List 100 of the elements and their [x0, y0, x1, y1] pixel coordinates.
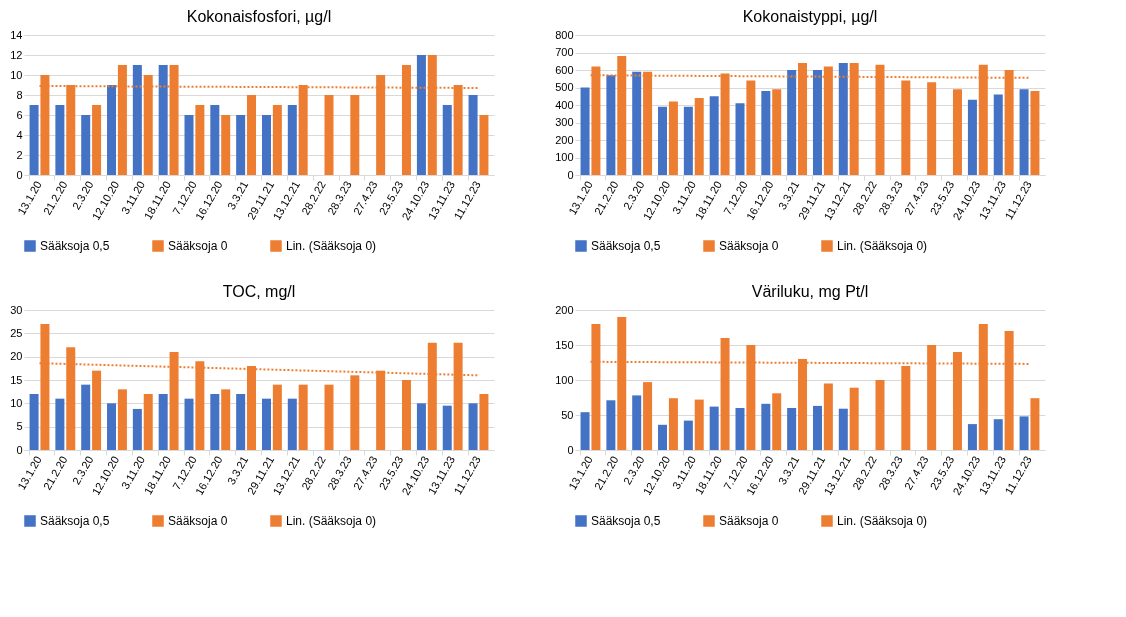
- bar: [632, 395, 642, 450]
- y-tick-label: 200: [555, 303, 574, 316]
- legend-label: Sääksoja 0,5: [40, 239, 110, 253]
- y-tick-label: 4: [16, 128, 23, 141]
- bar: [468, 403, 478, 450]
- y-tick-label: 300: [555, 116, 574, 128]
- bar: [694, 98, 704, 175]
- bar: [1030, 398, 1040, 450]
- y-tick-label: 700: [555, 46, 574, 58]
- bar: [580, 412, 590, 450]
- y-tick-label: 10: [10, 396, 23, 409]
- bar: [210, 394, 220, 450]
- y-tick-label: 400: [555, 98, 574, 111]
- bar: [838, 408, 848, 450]
- bar: [132, 408, 142, 450]
- chart-title: Kokonaisfosfori, µg/l: [186, 8, 332, 25]
- y-tick-label: 0: [567, 168, 574, 181]
- bar: [1030, 91, 1040, 175]
- bar: [580, 87, 590, 175]
- bar: [261, 398, 271, 450]
- bar: [107, 85, 117, 175]
- bar: [55, 398, 65, 450]
- bar: [158, 394, 168, 450]
- legend-label: Sääksoja 0: [719, 514, 779, 528]
- bar: [416, 55, 426, 175]
- bar: [606, 400, 616, 450]
- bar: [324, 384, 334, 450]
- bar: [735, 408, 745, 450]
- y-tick-label: 5: [16, 420, 23, 433]
- bar: [81, 384, 91, 450]
- legend-label: Sääksoja 0,5: [591, 239, 661, 253]
- y-tick-label: 500: [555, 81, 574, 93]
- bar: [261, 115, 271, 175]
- bar: [952, 89, 962, 175]
- bar: [772, 393, 782, 450]
- bar: [479, 394, 489, 450]
- chart-title: Väriluku, mg Pt/l: [751, 283, 869, 300]
- y-tick-label: 50: [561, 408, 574, 421]
- bar: [158, 65, 168, 175]
- legend-label: Lin. (Sääksoja 0): [837, 514, 928, 528]
- bar: [735, 103, 745, 175]
- bar: [967, 99, 977, 175]
- bar: [901, 80, 911, 175]
- bar: [81, 115, 91, 175]
- bar: [668, 101, 678, 175]
- legend-label: Sääksoja 0: [168, 514, 228, 528]
- legend-label: Sääksoja 0,5: [40, 514, 110, 528]
- bar: [350, 375, 360, 450]
- bar: [236, 394, 246, 450]
- bar: [401, 380, 411, 450]
- bar: [287, 398, 297, 450]
- y-tick-label: 10: [10, 68, 23, 81]
- bar: [668, 398, 678, 450]
- bar: [55, 105, 65, 175]
- bar: [221, 115, 231, 175]
- bar: [92, 370, 102, 450]
- bar: [875, 380, 885, 450]
- chart-title: TOC, mg/l: [222, 283, 296, 300]
- bar: [442, 405, 452, 450]
- bar: [324, 95, 334, 175]
- bar: [787, 70, 797, 175]
- y-tick-label: 30: [10, 303, 23, 316]
- y-tick-label: 100: [555, 373, 574, 386]
- bar: [967, 424, 977, 450]
- bar: [236, 115, 246, 175]
- bar: [442, 105, 452, 175]
- bar: [772, 89, 782, 175]
- legend-label: Lin. (Sääksoja 0): [286, 239, 377, 253]
- bar: [298, 384, 308, 450]
- bar: [479, 115, 489, 175]
- bar: [117, 389, 127, 450]
- bar: [29, 105, 39, 175]
- legend-label: Sääksoja 0: [168, 239, 228, 253]
- bar: [1019, 89, 1029, 175]
- bar: [287, 105, 297, 175]
- bar: [993, 94, 1003, 175]
- bar: [823, 383, 833, 450]
- bar: [694, 399, 704, 450]
- bar: [838, 63, 848, 175]
- bar: [272, 105, 282, 175]
- legend-label: Sääksoja 0,5: [591, 514, 661, 528]
- bar: [350, 95, 360, 175]
- bar: [643, 382, 653, 450]
- bar: [849, 387, 859, 450]
- bar: [632, 71, 642, 175]
- bar: [709, 96, 719, 175]
- bar: [184, 398, 194, 450]
- bar: [746, 80, 756, 175]
- bar: [143, 394, 153, 450]
- y-tick-label: 20: [10, 350, 23, 363]
- y-tick-label: 0: [567, 443, 574, 456]
- bar: [901, 366, 911, 450]
- y-tick-label: 200: [555, 133, 574, 146]
- chart-title: Kokonaistyppi, µg/l: [742, 8, 878, 25]
- y-tick-label: 12: [10, 48, 23, 61]
- y-tick-label: 100: [555, 151, 574, 163]
- y-tick-label: 150: [555, 338, 574, 351]
- bar: [927, 82, 937, 175]
- bar: [29, 394, 39, 450]
- y-tick-label: 6: [16, 108, 23, 121]
